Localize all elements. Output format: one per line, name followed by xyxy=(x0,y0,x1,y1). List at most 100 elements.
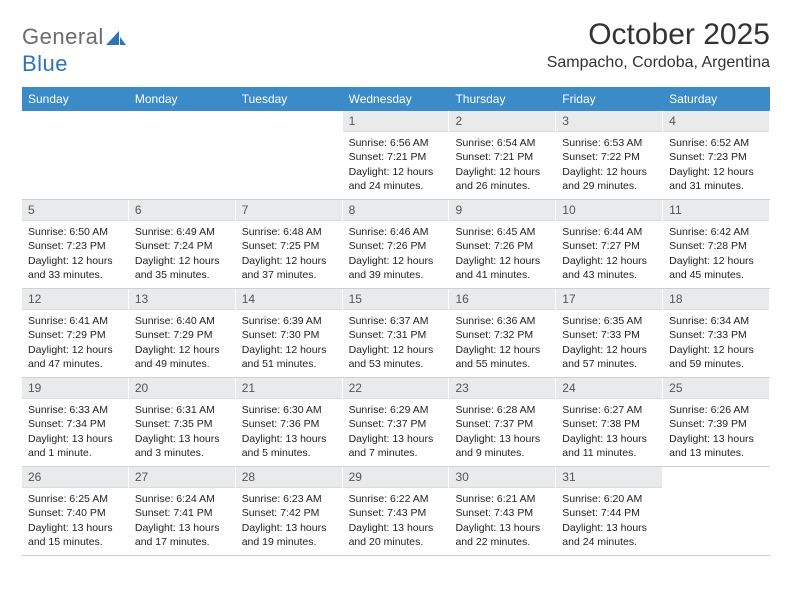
daylight-line: Daylight: 13 hours and 24 minutes. xyxy=(562,521,656,549)
daylight-line: Daylight: 13 hours and 13 minutes. xyxy=(669,432,763,460)
day-cell: 6Sunrise: 6:49 AMSunset: 7:24 PMDaylight… xyxy=(129,200,236,288)
sunrise-line: Sunrise: 6:30 AM xyxy=(242,403,336,417)
sunset-line: Sunset: 7:22 PM xyxy=(562,150,656,164)
sunrise-line: Sunrise: 6:29 AM xyxy=(349,403,443,417)
sunrise-line: Sunrise: 6:48 AM xyxy=(242,225,336,239)
day-cell: 16Sunrise: 6:36 AMSunset: 7:32 PMDayligh… xyxy=(449,289,556,377)
week-row: 5Sunrise: 6:50 AMSunset: 7:23 PMDaylight… xyxy=(22,199,770,288)
dow-monday: Monday xyxy=(129,87,236,111)
day-cell: 5Sunrise: 6:50 AMSunset: 7:23 PMDaylight… xyxy=(22,200,129,288)
day-number: 2 xyxy=(449,111,555,132)
daylight-line: Daylight: 12 hours and 55 minutes. xyxy=(455,343,549,371)
day-cell: 31Sunrise: 6:20 AMSunset: 7:44 PMDayligh… xyxy=(556,467,663,555)
daylight-line: Daylight: 12 hours and 45 minutes. xyxy=(669,254,763,282)
week-row: 12Sunrise: 6:41 AMSunset: 7:29 PMDayligh… xyxy=(22,288,770,377)
daylight-line: Daylight: 13 hours and 9 minutes. xyxy=(455,432,549,460)
day-number: 12 xyxy=(22,289,128,310)
day-content: Sunrise: 6:39 AMSunset: 7:30 PMDaylight:… xyxy=(236,310,342,377)
sunrise-line: Sunrise: 6:42 AM xyxy=(669,225,763,239)
daylight-line: Daylight: 13 hours and 19 minutes. xyxy=(242,521,336,549)
calendar: SundayMondayTuesdayWednesdayThursdayFrid… xyxy=(22,87,770,556)
sunrise-line: Sunrise: 6:53 AM xyxy=(562,136,656,150)
day-number: 15 xyxy=(343,289,449,310)
title-block: October 2025 Sampacho, Cordoba, Argentin… xyxy=(547,18,770,72)
sunrise-line: Sunrise: 6:26 AM xyxy=(669,403,763,417)
day-number: 8 xyxy=(343,200,449,221)
daylight-line: Daylight: 12 hours and 41 minutes. xyxy=(455,254,549,282)
day-cell: 2Sunrise: 6:54 AMSunset: 7:21 PMDaylight… xyxy=(449,111,556,199)
day-number: 25 xyxy=(663,378,769,399)
day-cell: 19Sunrise: 6:33 AMSunset: 7:34 PMDayligh… xyxy=(22,378,129,466)
day-cell: 4Sunrise: 6:52 AMSunset: 7:23 PMDaylight… xyxy=(663,111,770,199)
daylight-line: Daylight: 12 hours and 49 minutes. xyxy=(135,343,229,371)
day-number: 14 xyxy=(236,289,342,310)
daylight-line: Daylight: 12 hours and 43 minutes. xyxy=(562,254,656,282)
day-content: Sunrise: 6:28 AMSunset: 7:37 PMDaylight:… xyxy=(449,399,555,466)
sunset-line: Sunset: 7:41 PM xyxy=(135,506,229,520)
day-cell: 17Sunrise: 6:35 AMSunset: 7:33 PMDayligh… xyxy=(556,289,663,377)
sunrise-line: Sunrise: 6:22 AM xyxy=(349,492,443,506)
day-content: Sunrise: 6:54 AMSunset: 7:21 PMDaylight:… xyxy=(449,132,555,199)
sunrise-line: Sunrise: 6:21 AM xyxy=(455,492,549,506)
sunrise-line: Sunrise: 6:50 AM xyxy=(28,225,122,239)
day-number: 10 xyxy=(556,200,662,221)
sunset-line: Sunset: 7:39 PM xyxy=(669,417,763,431)
day-content: Sunrise: 6:45 AMSunset: 7:26 PMDaylight:… xyxy=(449,221,555,288)
sunset-line: Sunset: 7:44 PM xyxy=(562,506,656,520)
day-number: 19 xyxy=(22,378,128,399)
day-number: 1 xyxy=(343,111,449,132)
sunset-line: Sunset: 7:35 PM xyxy=(135,417,229,431)
calendar-page: GeneralBlue October 2025 Sampacho, Cordo… xyxy=(0,0,792,556)
daylight-line: Daylight: 13 hours and 20 minutes. xyxy=(349,521,443,549)
day-cell: 20Sunrise: 6:31 AMSunset: 7:35 PMDayligh… xyxy=(129,378,236,466)
sunrise-line: Sunrise: 6:45 AM xyxy=(455,225,549,239)
sunset-line: Sunset: 7:32 PM xyxy=(455,328,549,342)
brand-name-b: Blue xyxy=(22,51,68,76)
day-content: Sunrise: 6:24 AMSunset: 7:41 PMDaylight:… xyxy=(129,488,235,555)
sunrise-line: Sunrise: 6:36 AM xyxy=(455,314,549,328)
daylight-line: Daylight: 12 hours and 24 minutes. xyxy=(349,165,443,193)
daylight-line: Daylight: 13 hours and 15 minutes. xyxy=(28,521,122,549)
day-content: Sunrise: 6:27 AMSunset: 7:38 PMDaylight:… xyxy=(556,399,662,466)
day-cell: 28Sunrise: 6:23 AMSunset: 7:42 PMDayligh… xyxy=(236,467,343,555)
sunrise-line: Sunrise: 6:46 AM xyxy=(349,225,443,239)
daylight-line: Daylight: 12 hours and 26 minutes. xyxy=(455,165,549,193)
day-cell: 3Sunrise: 6:53 AMSunset: 7:22 PMDaylight… xyxy=(556,111,663,199)
sunset-line: Sunset: 7:23 PM xyxy=(669,150,763,164)
dow-wednesday: Wednesday xyxy=(343,87,450,111)
day-cell: 8Sunrise: 6:46 AMSunset: 7:26 PMDaylight… xyxy=(343,200,450,288)
day-content: Sunrise: 6:53 AMSunset: 7:22 PMDaylight:… xyxy=(556,132,662,199)
day-cell: 30Sunrise: 6:21 AMSunset: 7:43 PMDayligh… xyxy=(449,467,556,555)
day-cell: 15Sunrise: 6:37 AMSunset: 7:31 PMDayligh… xyxy=(343,289,450,377)
brand-logo: GeneralBlue xyxy=(22,18,126,77)
day-cell: 29Sunrise: 6:22 AMSunset: 7:43 PMDayligh… xyxy=(343,467,450,555)
daylight-line: Daylight: 12 hours and 47 minutes. xyxy=(28,343,122,371)
week-row: 26Sunrise: 6:25 AMSunset: 7:40 PMDayligh… xyxy=(22,466,770,555)
sunrise-line: Sunrise: 6:56 AM xyxy=(349,136,443,150)
day-cell: 23Sunrise: 6:28 AMSunset: 7:37 PMDayligh… xyxy=(449,378,556,466)
sunset-line: Sunset: 7:25 PM xyxy=(242,239,336,253)
sunset-line: Sunset: 7:21 PM xyxy=(455,150,549,164)
day-content: Sunrise: 6:31 AMSunset: 7:35 PMDaylight:… xyxy=(129,399,235,466)
sunset-line: Sunset: 7:38 PM xyxy=(562,417,656,431)
sunset-line: Sunset: 7:33 PM xyxy=(562,328,656,342)
daylight-line: Daylight: 12 hours and 29 minutes. xyxy=(562,165,656,193)
day-number: 11 xyxy=(663,200,769,221)
day-number: 7 xyxy=(236,200,342,221)
daylight-line: Daylight: 13 hours and 3 minutes. xyxy=(135,432,229,460)
sunrise-line: Sunrise: 6:39 AM xyxy=(242,314,336,328)
sunrise-line: Sunrise: 6:23 AM xyxy=(242,492,336,506)
day-content: Sunrise: 6:41 AMSunset: 7:29 PMDaylight:… xyxy=(22,310,128,377)
day-content: Sunrise: 6:25 AMSunset: 7:40 PMDaylight:… xyxy=(22,488,128,555)
day-content: Sunrise: 6:49 AMSunset: 7:24 PMDaylight:… xyxy=(129,221,235,288)
day-content: Sunrise: 6:36 AMSunset: 7:32 PMDaylight:… xyxy=(449,310,555,377)
day-number: 30 xyxy=(449,467,555,488)
day-content: Sunrise: 6:30 AMSunset: 7:36 PMDaylight:… xyxy=(236,399,342,466)
empty-day xyxy=(22,111,129,199)
empty-day xyxy=(236,111,343,199)
sunset-line: Sunset: 7:40 PM xyxy=(28,506,122,520)
day-number: 3 xyxy=(556,111,662,132)
day-of-week-row: SundayMondayTuesdayWednesdayThursdayFrid… xyxy=(22,87,770,111)
day-number: 9 xyxy=(449,200,555,221)
sunset-line: Sunset: 7:30 PM xyxy=(242,328,336,342)
